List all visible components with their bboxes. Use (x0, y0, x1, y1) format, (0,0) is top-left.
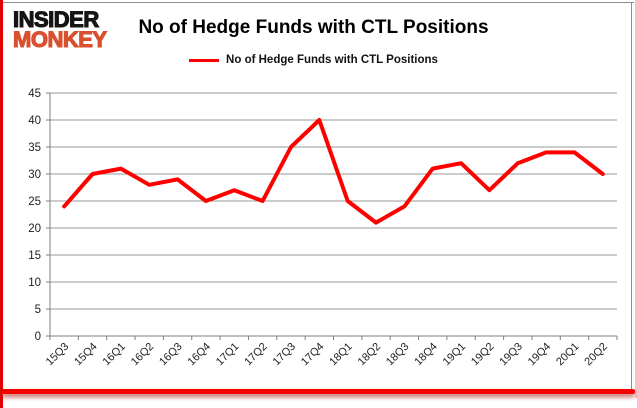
y-axis-label: 35 (28, 142, 41, 154)
x-axis-label: 17Q1 (214, 341, 242, 369)
x-axis-label: 20Q2 (582, 341, 610, 369)
y-axis-label: 0 (35, 331, 41, 343)
x-axis-label: 17Q3 (271, 341, 299, 369)
chart-title: No of Hedge Funds with CTL Positions (138, 17, 489, 38)
data-line (62, 118, 605, 225)
x-axis-label: 18Q1 (327, 341, 355, 369)
x-axis-label: 19Q4 (526, 341, 554, 369)
x-axis-label: 18Q4 (412, 341, 440, 369)
legend-label: No of Hedge Funds with CTL Positions (226, 54, 438, 66)
frame-left-border (0, 0, 3, 408)
x-axis-label: 16Q1 (100, 341, 128, 369)
x-axis-label: 20Q1 (554, 341, 582, 369)
y-axis-label: 25 (28, 196, 41, 208)
y-axis-label: 20 (28, 223, 41, 235)
x-axis-label: 18Q3 (384, 341, 412, 369)
x-axis-label: 16Q4 (186, 341, 214, 369)
chart-object-border (631, 2, 632, 392)
x-axis-label: 16Q2 (129, 341, 157, 369)
frame-top-border (0, 2, 634, 3)
legend-line-swatch (189, 58, 220, 62)
logo-line-monkey: MONKEY (12, 27, 107, 53)
chart-legend: No of Hedge Funds with CTL Positions (0, 54, 627, 66)
y-axis-label: 40 (28, 115, 41, 127)
y-axis-label: 15 (28, 250, 41, 262)
frame-bottom-border (2, 389, 635, 394)
logo-line-insider: INSIDER (12, 7, 99, 32)
y-axis-label: 45 (28, 88, 41, 100)
y-axis-label: 5 (35, 304, 41, 316)
x-axis-label: 18Q2 (356, 341, 384, 369)
x-axis-label: 16Q3 (157, 341, 185, 369)
y-axis-label: 10 (28, 277, 41, 289)
x-axis-label: 17Q4 (299, 341, 327, 369)
x-axis-label: 19Q2 (469, 341, 497, 369)
insider-monkey-logo: INSIDER MONKEY (12, 7, 107, 53)
x-axis-label: 15Q4 (72, 341, 100, 369)
x-axis-label: 19Q1 (441, 341, 469, 369)
y-axis-label: 30 (28, 169, 41, 181)
x-axis-label: 15Q3 (44, 341, 72, 369)
x-axis-label: 19Q3 (497, 341, 525, 369)
frame-right-border (635, 0, 637, 398)
x-axis-label: 17Q2 (242, 341, 270, 369)
